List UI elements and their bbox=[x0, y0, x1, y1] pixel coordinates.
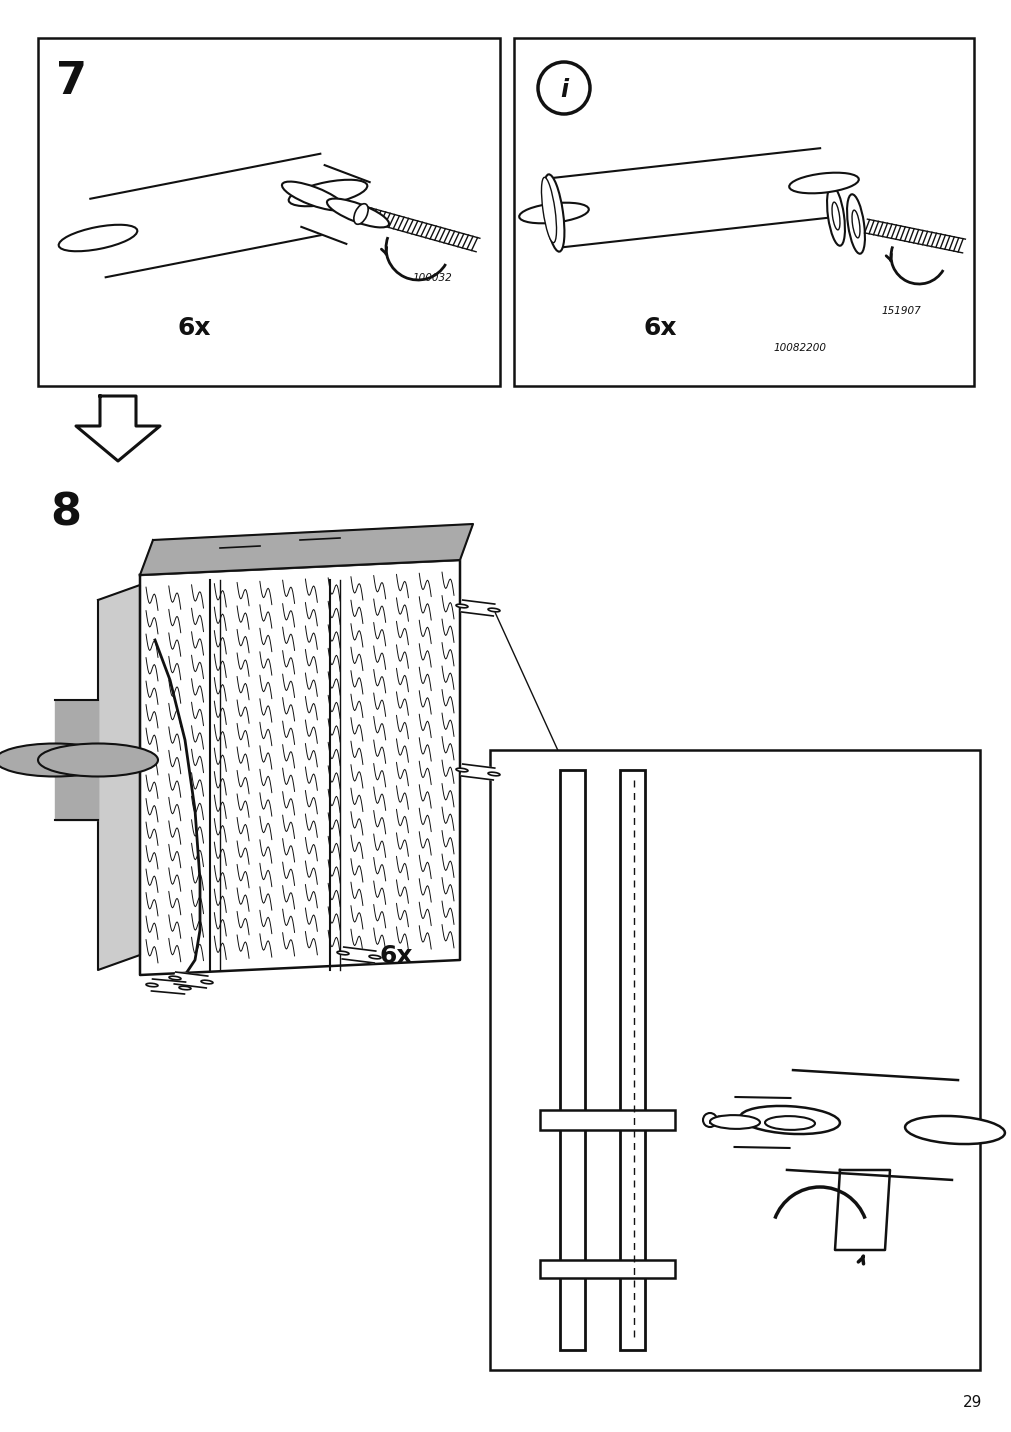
Polygon shape bbox=[76, 397, 160, 461]
Ellipse shape bbox=[169, 977, 181, 979]
Ellipse shape bbox=[146, 984, 158, 987]
Polygon shape bbox=[140, 524, 472, 576]
Ellipse shape bbox=[179, 987, 191, 990]
Ellipse shape bbox=[354, 203, 368, 225]
Ellipse shape bbox=[541, 178, 556, 242]
Polygon shape bbox=[461, 765, 494, 780]
Ellipse shape bbox=[327, 199, 388, 228]
Polygon shape bbox=[140, 560, 460, 975]
Ellipse shape bbox=[789, 173, 858, 193]
Text: 6x: 6x bbox=[178, 316, 211, 339]
Ellipse shape bbox=[59, 225, 137, 251]
Bar bbox=[38, 39, 499, 387]
Text: 10082200: 10082200 bbox=[773, 344, 826, 354]
Polygon shape bbox=[98, 586, 140, 969]
Polygon shape bbox=[787, 1070, 957, 1180]
Ellipse shape bbox=[846, 195, 864, 253]
Ellipse shape bbox=[710, 1116, 759, 1128]
Bar bbox=[559, 770, 584, 1350]
Ellipse shape bbox=[337, 951, 349, 955]
Ellipse shape bbox=[826, 186, 844, 246]
Ellipse shape bbox=[831, 202, 839, 231]
Bar bbox=[620, 770, 644, 1350]
Ellipse shape bbox=[764, 1116, 814, 1130]
Polygon shape bbox=[301, 165, 369, 243]
Text: 6x: 6x bbox=[379, 944, 413, 968]
Ellipse shape bbox=[201, 979, 212, 984]
Bar bbox=[489, 750, 979, 1370]
Ellipse shape bbox=[851, 211, 859, 238]
Bar bbox=[514, 39, 973, 387]
Ellipse shape bbox=[739, 1106, 839, 1134]
Text: 29: 29 bbox=[961, 1395, 981, 1411]
Polygon shape bbox=[152, 979, 185, 994]
Polygon shape bbox=[734, 1097, 790, 1148]
Ellipse shape bbox=[282, 182, 344, 211]
Polygon shape bbox=[834, 1170, 889, 1250]
Ellipse shape bbox=[487, 609, 499, 611]
Ellipse shape bbox=[0, 743, 115, 776]
Text: 7: 7 bbox=[56, 60, 87, 103]
Polygon shape bbox=[90, 153, 336, 278]
Ellipse shape bbox=[519, 203, 588, 223]
Polygon shape bbox=[550, 149, 827, 248]
Ellipse shape bbox=[487, 772, 499, 776]
Polygon shape bbox=[174, 972, 207, 988]
Ellipse shape bbox=[904, 1116, 1004, 1144]
Polygon shape bbox=[461, 600, 494, 616]
Ellipse shape bbox=[456, 768, 467, 772]
Bar bbox=[540, 1110, 674, 1130]
Polygon shape bbox=[342, 947, 375, 962]
Ellipse shape bbox=[456, 604, 467, 607]
Circle shape bbox=[538, 62, 589, 115]
Ellipse shape bbox=[288, 180, 367, 206]
Circle shape bbox=[703, 1113, 716, 1127]
Polygon shape bbox=[55, 700, 98, 821]
Text: 100032: 100032 bbox=[412, 274, 452, 284]
Text: 151907: 151907 bbox=[882, 306, 921, 316]
Ellipse shape bbox=[38, 743, 158, 776]
Text: 8: 8 bbox=[50, 491, 81, 534]
Bar bbox=[540, 1260, 674, 1277]
Text: 6x: 6x bbox=[643, 316, 676, 339]
Ellipse shape bbox=[369, 955, 380, 959]
Ellipse shape bbox=[543, 175, 564, 252]
Text: i: i bbox=[559, 77, 567, 102]
